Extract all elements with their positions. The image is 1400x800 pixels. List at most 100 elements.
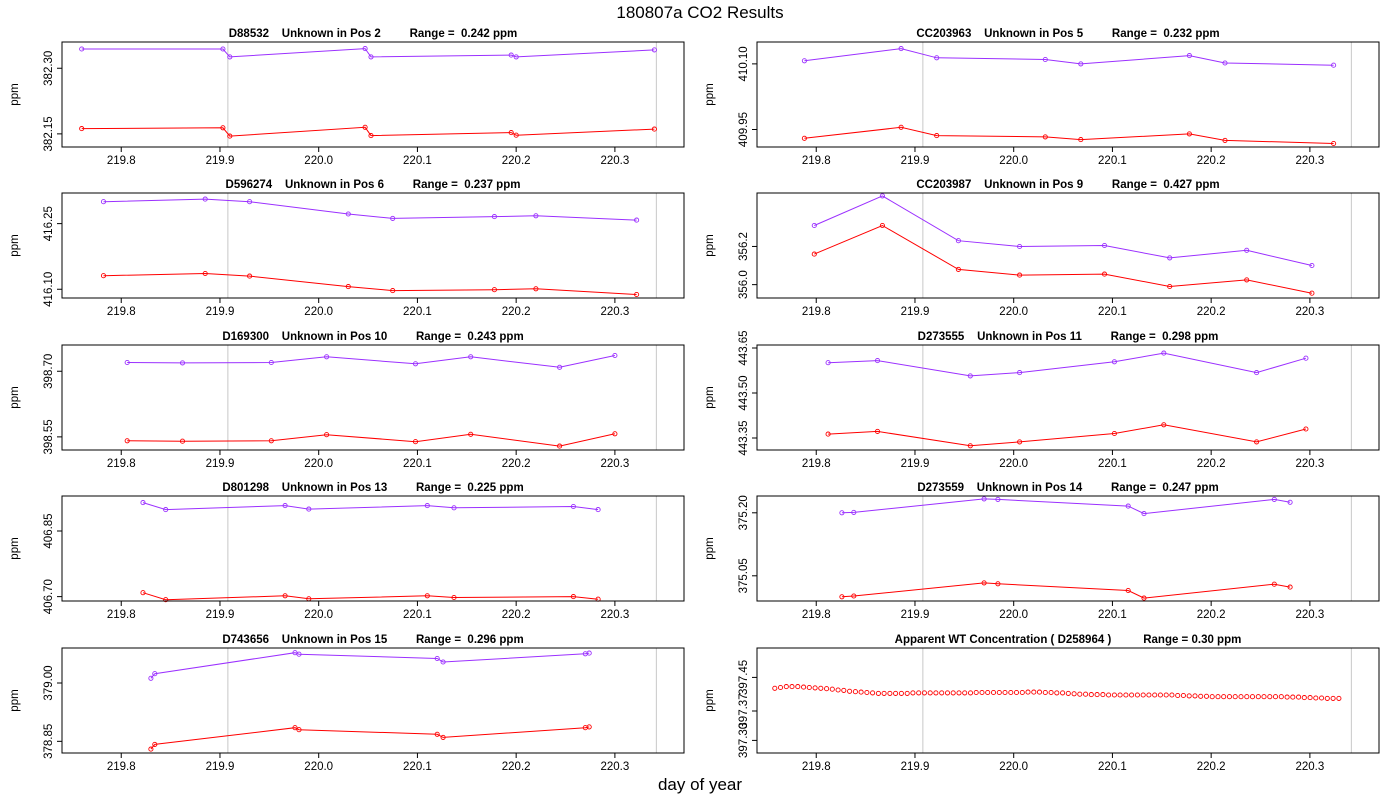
data-point xyxy=(1296,694,1302,700)
x-tick-label: 220.3 xyxy=(600,761,629,773)
y-tick-label: 356.2 xyxy=(738,232,750,261)
y-axis-label: ppm xyxy=(704,234,716,256)
data-point xyxy=(973,689,979,696)
data-point xyxy=(1157,692,1163,698)
data-point xyxy=(1192,693,1198,699)
data-point xyxy=(451,505,457,511)
data-point xyxy=(586,724,592,730)
data-point xyxy=(789,684,795,690)
plot-frame xyxy=(756,192,1380,299)
x-tick-label: 220.2 xyxy=(502,458,531,470)
data-point xyxy=(508,52,514,58)
data-point xyxy=(1271,581,1277,587)
data-point xyxy=(1042,56,1048,63)
data-point xyxy=(1209,694,1215,700)
data-point xyxy=(1284,694,1290,700)
plot-frame xyxy=(61,647,685,754)
data-point xyxy=(839,594,845,600)
data-point xyxy=(839,510,845,516)
data-point xyxy=(851,593,857,599)
data-point xyxy=(893,690,899,696)
data-point xyxy=(874,358,881,364)
data-point xyxy=(939,690,945,696)
data-point xyxy=(1222,60,1228,66)
data-point xyxy=(440,659,446,665)
data-point xyxy=(967,690,974,696)
data-point xyxy=(533,213,539,219)
data-point xyxy=(1244,247,1250,253)
data-point xyxy=(825,360,831,366)
data-point xyxy=(1071,691,1077,697)
data-point xyxy=(1078,137,1084,143)
data-point xyxy=(324,432,330,438)
data-point xyxy=(345,211,351,217)
data-point xyxy=(898,46,904,52)
data-point xyxy=(1048,689,1054,696)
data-point xyxy=(468,354,474,360)
data-point xyxy=(801,58,807,64)
x-tick-label: 219.8 xyxy=(107,458,136,470)
data-point xyxy=(811,222,817,229)
data-point xyxy=(956,690,962,696)
data-point xyxy=(1017,439,1023,445)
data-point xyxy=(967,373,973,379)
y-axis-label: ppm xyxy=(9,234,21,256)
data-point xyxy=(1238,694,1244,700)
y-axis-label: ppm xyxy=(704,537,716,559)
data-point xyxy=(612,431,618,437)
x-tick-label: 220.1 xyxy=(1098,609,1127,621)
y-tick-label: 397.30 xyxy=(738,723,750,758)
x-tick-label: 220.2 xyxy=(1197,761,1226,773)
y-tick-label: 406.85 xyxy=(43,513,55,548)
data-point xyxy=(1301,695,1307,701)
data-point xyxy=(292,725,298,731)
x-tick-label: 220.1 xyxy=(403,155,432,167)
data-point xyxy=(881,690,887,696)
data-point xyxy=(1146,692,1152,698)
data-point xyxy=(981,580,987,586)
x-tick-label: 220.2 xyxy=(1197,306,1226,318)
data-point xyxy=(1106,692,1112,698)
data-point xyxy=(1249,694,1256,700)
data-point xyxy=(847,688,853,694)
x-tick-label: 220.0 xyxy=(304,155,333,167)
data-point xyxy=(390,288,396,294)
series-line-upper xyxy=(142,502,599,511)
data-point xyxy=(1324,695,1330,701)
x-tick-label: 220.0 xyxy=(999,306,1028,318)
data-point xyxy=(1042,134,1048,140)
data-point xyxy=(874,428,881,434)
y-axis-label: ppm xyxy=(9,386,21,408)
data-point xyxy=(152,671,158,677)
x-tick-label: 219.9 xyxy=(901,458,930,470)
data-point xyxy=(163,507,169,513)
series-line-upper xyxy=(828,352,1307,377)
plot-frame xyxy=(61,41,685,148)
panel-title: CC203963 Unknown in Pos 5 Range = 0.232 … xyxy=(916,28,1219,40)
y-tick-label: 443.50 xyxy=(738,375,750,410)
data-point xyxy=(296,651,302,657)
data-point xyxy=(1101,271,1108,277)
data-point xyxy=(1125,503,1131,509)
data-point xyxy=(1244,694,1250,700)
data-point xyxy=(424,503,430,509)
data-point xyxy=(362,46,368,52)
data-point xyxy=(1309,262,1315,269)
data-point xyxy=(898,124,904,130)
data-point xyxy=(852,689,858,695)
data-point xyxy=(1244,277,1250,283)
data-point xyxy=(879,222,885,229)
x-tick-label: 220.3 xyxy=(1295,458,1324,470)
data-point xyxy=(1198,693,1204,699)
data-point xyxy=(368,54,374,60)
data-point xyxy=(1167,283,1173,290)
y-tick-label: 443.65 xyxy=(738,330,750,365)
data-point xyxy=(777,684,784,691)
x-tick-label: 220.2 xyxy=(1197,155,1226,167)
data-point xyxy=(79,46,85,52)
y-tick-label: 410.10 xyxy=(738,46,750,81)
data-point xyxy=(1186,131,1192,137)
y-tick-label: 379.00 xyxy=(43,665,55,700)
y-axis-label: ppm xyxy=(9,537,21,559)
data-point xyxy=(995,581,1001,587)
